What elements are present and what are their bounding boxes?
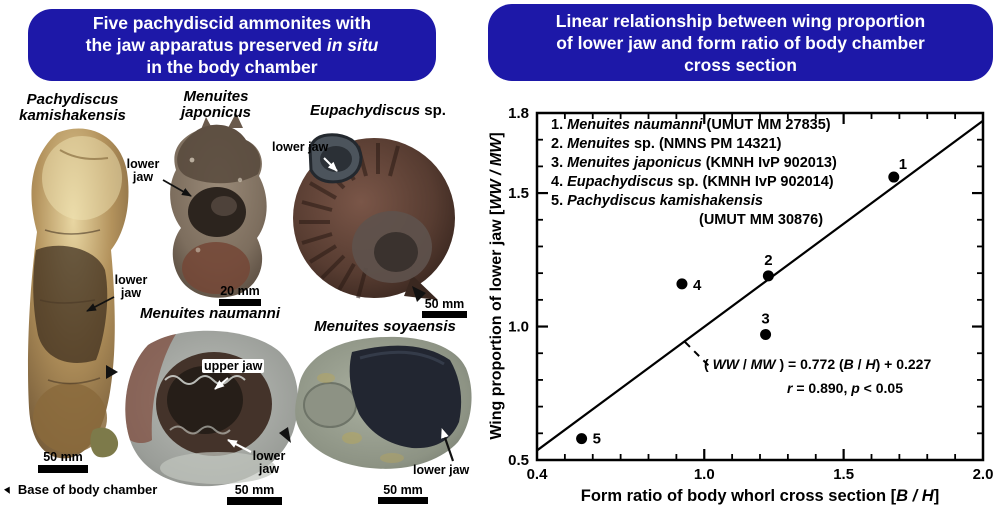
arrow-naumanni-upper-jaw [214,377,229,390]
data-point-5 [576,433,588,445]
x-axis-tick-label: 0.4 [527,466,549,483]
data-point-label-1: 1 [899,156,907,173]
scalebar-japonicus [219,299,261,306]
data-point-1 [888,171,900,183]
data-point-label-4: 4 [693,277,702,294]
specimen-photos-illustration [27,113,472,505]
y-axis-tick-label: 1.5 [508,185,529,202]
scalebar-label-soyaensis: 50 mm [383,483,423,497]
scalebar-label-pachydiscus: 50 mm [43,450,83,464]
base-marker-soyaensis [279,427,291,443]
scalebar-label-japonicus: 20 mm [220,284,260,298]
right-panel-title: Linear relationship between wing proport… [488,4,993,81]
left-title-line1: Five pachydiscid ammonites with [92,13,372,33]
data-point-3 [760,329,772,341]
scalebar-eupachydiscus [422,311,467,318]
annotation-pachydiscus-lower-jaw: lower jaw [114,273,148,300]
specimen-photo-soyaensis [295,336,472,469]
chart-legend-entry-3: 3. Menuites japonicus (KMNH IvP 902013) [551,155,837,171]
left-panel-title: Five pachydiscid ammonites with the jaw … [28,9,436,81]
right-title-line3: cross section [684,54,797,75]
data-point-label-3: 3 [761,311,769,328]
specimen-name-naumanni: Menuites naumanni [139,305,281,322]
arrow-soyaensis-lower-jaw [440,428,455,462]
x-axis-tick-label: 1.5 [833,466,854,483]
annotation-eupachydiscus-lower-jaw: lower jaw [272,140,329,154]
annotation-soyaensis-lower-jaw: lower jaw [413,463,470,477]
arrow-naumanni-lower-jaw [227,439,252,453]
annotation-japonicus-lower-jaw: lower jaw [126,157,160,184]
left-title-line3: in the body chamber [146,57,318,77]
data-point-4 [676,278,688,290]
scalebar-label-eupachydiscus: 50 mm [424,297,465,311]
chart-legend: 1. Menuites naumanni (UMUT MM 27835) 2. … [551,116,837,230]
scalebar-soyaensis [378,497,428,504]
chart-legend-entry-4: 4. Eupachydiscus sp. (KMNH IvP 902014) [551,174,834,190]
right-title-line2: of lower jaw and form ratio of body cham… [556,32,925,53]
arrow-pachydiscus-lower-jaw [86,296,115,312]
specimen-name-pachydiscus: Pachydiscus kamishakensis [19,91,126,124]
specimen-name-eupachydiscus: Eupachydiscus sp. [310,102,446,119]
data-point-label-2: 2 [764,252,772,269]
triangle-marker-icon: ▼ [0,483,17,499]
annotation-naumanni-upper-jaw: upper jaw [202,359,265,373]
base-marker-eupachydiscus [412,286,426,302]
specimen-name-japonicus: Menuites japonicus [180,88,251,121]
chart-legend-entry-1: 1. Menuites naumanni (UMUT MM 27835) [551,117,831,133]
arrow-eupachydiscus-lower-jaw [323,157,338,172]
data-point-label-5: 5 [593,431,601,448]
scatter-chart: 0.4 1.0 1.5 2.0 0.5 1.0 1.5 1.8 1 2 3 4 5 1. Menuite… [485,90,1000,521]
chart-legend-entry-2: 2. Menuites sp. (NMNS PM 14321) [551,136,782,152]
specimen-photo-japonicus [170,113,267,298]
x-axis-title: Form ratio of body whorl cross section [… [580,487,940,505]
scalebar-label-naumanni: 50 mm [234,483,275,497]
base-marker-naumanni [106,365,118,379]
chart-legend-entry-5-line2: (UMUT MM 30876) [699,212,824,228]
regression-equation: ( WW / MW ) = 0.772 (B / H) + 0.227 [704,356,932,372]
specimen-name-soyaensis: Menuites soyaensis [314,318,456,335]
y-axis-tick-label: 0.5 [508,452,529,469]
annotation-naumanni-lower-jaw: lower jaw [252,449,286,476]
scalebar-naumanni [227,497,282,505]
base-of-body-chamber-legend: ▼ Base of body chamber [0,482,158,499]
arrow-japonicus-lower-jaw [162,179,192,197]
x-axis-tick-label: 2.0 [973,466,994,483]
data-point-2 [762,270,774,282]
y-axis-title: Wing proportion of lower jaw [WW / MW] [488,132,505,440]
specimen-photo-eupachydiscus [293,133,455,300]
y-axis-tick-label: 1.0 [508,319,529,336]
scatter-plot-canvas: 0.4 1.0 1.5 2.0 0.5 1.0 1.5 1.8 1 2 3 4 5 [508,105,994,483]
scalebar-pachydiscus [38,465,88,473]
equation-leader-line [684,341,713,370]
right-title-line1: Linear relationship between wing proport… [555,10,926,31]
x-axis-tick-label: 1.0 [694,466,715,483]
regression-line [536,119,984,452]
specimen-photo-pachydiscus [27,128,129,459]
left-title-line2: the jaw apparatus preserved in situ [85,35,379,55]
regression-stats: r = 0.890, p < 0.05 [787,380,903,396]
y-axis-tick-label: 1.8 [508,105,529,122]
chart-legend-entry-5: 5. Pachydiscus kamishakensis [551,193,763,209]
